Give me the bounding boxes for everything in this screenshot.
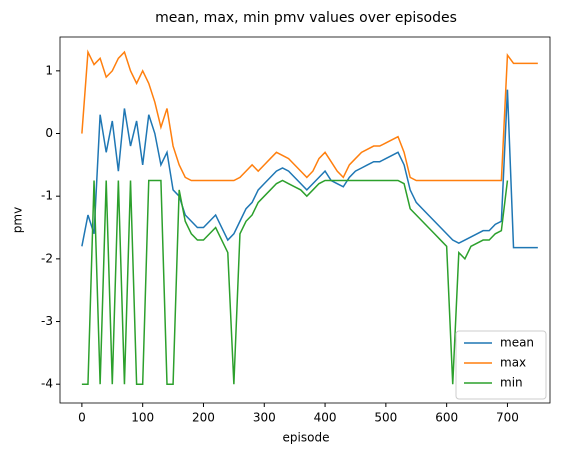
- chart-title: mean, max, min pmv values over episodes: [155, 10, 457, 26]
- y-tick-label: -3: [41, 314, 53, 328]
- y-tick-label: 0: [45, 126, 53, 140]
- x-tick-label: 600: [435, 411, 458, 425]
- x-tick-label: 700: [496, 411, 519, 425]
- plot-frame: [59, 36, 551, 404]
- x-tick-label: 400: [314, 411, 337, 425]
- y-tick-label: -4: [41, 377, 53, 391]
- y-tick-label: -2: [41, 251, 53, 265]
- x-tick-label: 200: [192, 411, 215, 425]
- legend-label: min: [500, 376, 523, 390]
- x-tick-label: 500: [374, 411, 397, 425]
- x-tick-label: 100: [131, 411, 154, 425]
- line-series: [81, 89, 538, 249]
- x-tick-label: 300: [253, 411, 276, 425]
- x-axis-label: episode: [283, 431, 330, 445]
- line-series: [81, 49, 538, 182]
- legend-label: mean: [500, 336, 534, 350]
- y-tick-label: -1: [41, 189, 53, 203]
- legend: mean max min: [455, 330, 547, 400]
- y-tick-label: 1: [45, 63, 53, 77]
- x-tick-label: 0: [78, 411, 86, 425]
- y-axis-label: pmv: [11, 207, 25, 233]
- legend-box: [455, 330, 547, 400]
- legend-label: max: [500, 356, 526, 370]
- line-series: [81, 179, 509, 385]
